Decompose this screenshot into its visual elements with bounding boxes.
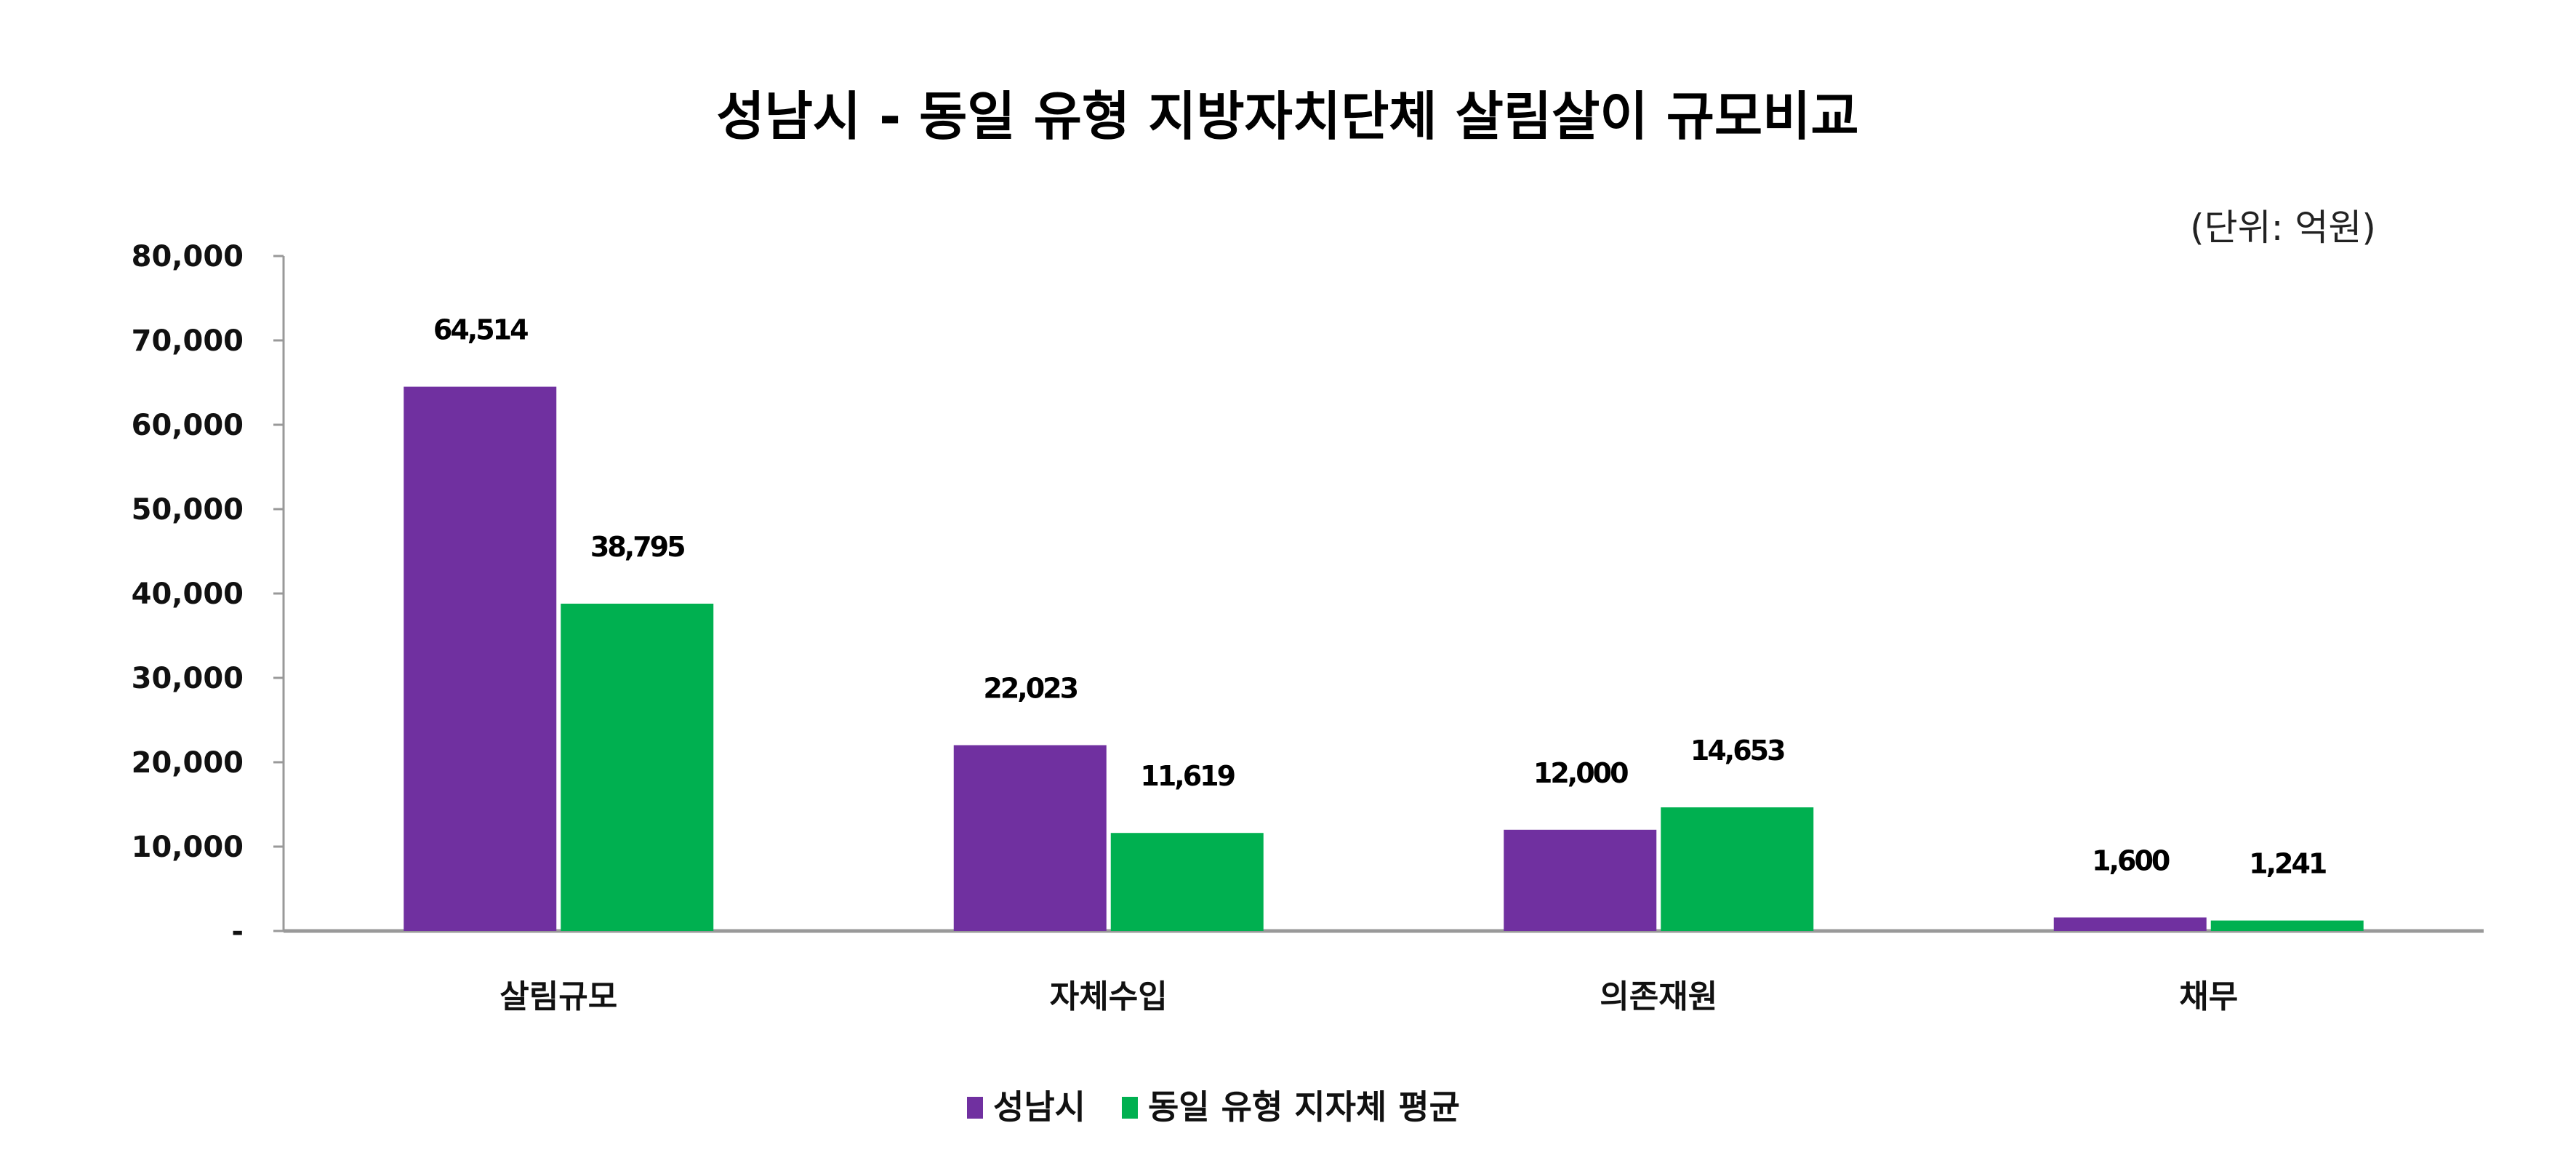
axes: - 10,000 20,000 30,000 40,000 50,000 60,000 70,… [132,240,2484,1015]
data-label: 22,023 [983,673,1077,705]
y-tick-label: 30,000 [132,662,244,695]
y-tick-label: - [231,915,244,948]
legend: 성남시 동일 유형 지자체 평균 [967,1087,1460,1127]
data-label: 64,514 [433,314,528,346]
legend-label: 성남시 [993,1087,1086,1127]
y-tick-label: 50,000 [132,493,244,527]
y-tick-label: 10,000 [132,831,244,864]
y-tick-label: 20,000 [132,746,244,780]
x-category-label: 살림규모 [499,978,617,1015]
legend-swatch [967,1097,983,1119]
legend-swatch [1121,1097,1138,1119]
chart-title: 성남시 - 동일 유형 지방자치단체 살림살이 규모비교 [716,86,1858,147]
data-label: 38,795 [590,531,684,563]
bar-seongnam [404,386,557,931]
y-tick-label: 80,000 [132,240,244,273]
data-label: 11,619 [1140,760,1235,792]
data-label: 1,600 [2092,844,2170,876]
bar-peer-average [1661,807,1814,931]
bar-seongnam [953,745,1107,931]
bar-peer-average [561,603,714,931]
bar-seongnam [2053,917,2207,931]
y-tick-label: 40,000 [132,577,244,611]
unit-label: (단위: 억원) [2190,207,2376,249]
data-label: 14,653 [1690,735,1784,767]
x-category-label: 자체수입 [1050,978,1168,1015]
x-category-label: 채무 [2179,978,2238,1015]
y-tick-label: 70,000 [132,324,244,358]
bars: 64,514 38,795 22,023 11,619 12,000 14,653 1,60… [404,314,2364,931]
legend-label: 동일 유형 지자체 평균 [1148,1087,1460,1127]
data-label: 1,241 [2249,848,2326,880]
bar-peer-average [2210,920,2364,931]
bar-seongnam [1504,829,1657,931]
data-label: 12,000 [1533,757,1628,789]
y-tick-label: 60,000 [132,409,244,442]
x-category-label: 의존재원 [1600,978,1717,1015]
bar-peer-average [1110,833,1264,931]
